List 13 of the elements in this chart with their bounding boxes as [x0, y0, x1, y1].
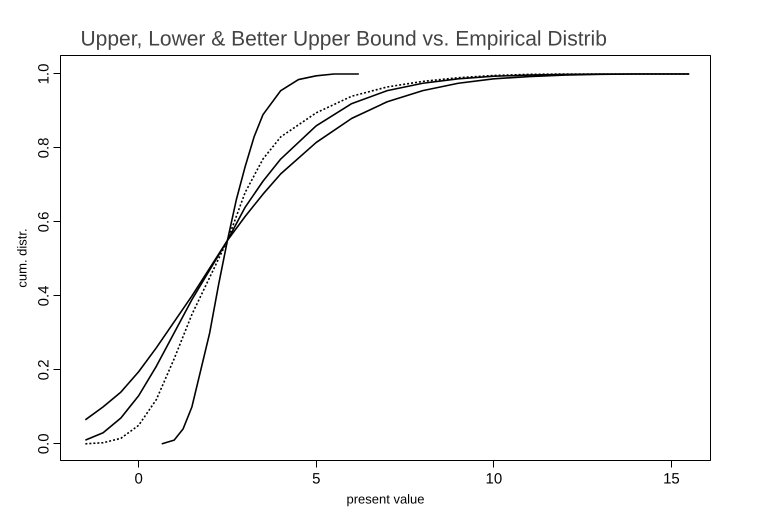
x-tick-label: 10 — [485, 470, 502, 488]
y-tick-label: 0.6 — [36, 212, 52, 232]
y-tick-label: 0.2 — [36, 359, 52, 380]
chart-title: Upper, Lower & Better Upper Bound vs. Empirical Distrib — [80, 28, 607, 50]
y-tick-label: 1.0 — [36, 64, 52, 84]
x-tick-label: 0 — [134, 470, 143, 488]
x-tick-label: 15 — [663, 470, 680, 488]
y-tick-label: 0.8 — [36, 138, 52, 158]
x-axis-title: present value — [346, 492, 425, 506]
y-tick-label: 0.4 — [36, 285, 52, 306]
y-axis-title: cum. distr. — [14, 228, 30, 288]
x-tick-label: 5 — [312, 470, 320, 488]
y-tick-label: 0.0 — [36, 433, 52, 454]
